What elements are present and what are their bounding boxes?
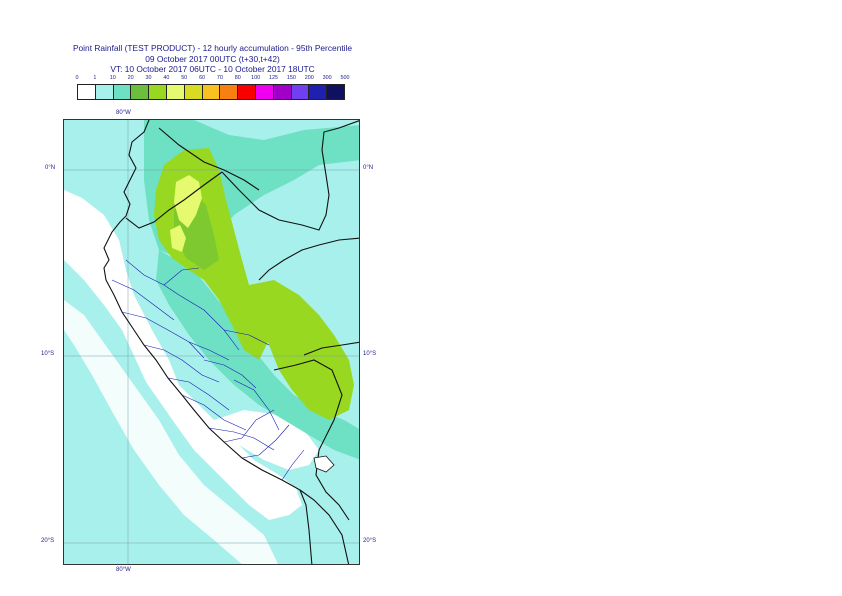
legend-threshold-label: 100 — [251, 75, 261, 81]
lat-label-right-20s: 20°S — [363, 538, 377, 544]
color-legend — [77, 84, 345, 100]
valid-time-label: VT: 10 October 2017 06UTC - 10 October 2… — [110, 64, 315, 74]
legend-swatch — [273, 85, 292, 99]
legend-threshold-label: 60 — [199, 75, 206, 81]
lon-label-top: 80°W — [116, 110, 131, 116]
heavy-rain-amazon — [249, 280, 354, 420]
lat-label-right-0: 0°N — [363, 165, 374, 171]
lat-label-left-20s: 20°S — [41, 538, 55, 544]
legend-swatch — [184, 85, 203, 99]
border-ecuador-colombia — [158, 127, 260, 191]
lat-label-left-10s: 10°S — [41, 351, 55, 357]
legend-swatch — [202, 85, 221, 99]
lat-label-right-10s: 10°S — [363, 351, 377, 357]
admin-borders — [111, 259, 305, 481]
border-peru-bolivia — [273, 359, 350, 521]
legend-swatch — [166, 85, 185, 99]
legend-threshold-label: 1 — [93, 75, 97, 81]
dry-coastal-region — [64, 190, 302, 520]
peak-rain-core-2 — [170, 225, 186, 252]
map-canvas — [64, 120, 359, 564]
border-ecuador-peru — [125, 171, 223, 229]
legend-threshold-label: 50 — [181, 75, 188, 81]
lake-titicaca — [313, 455, 335, 473]
border-peru-chile — [299, 489, 350, 564]
legend-swatch — [220, 85, 239, 99]
dry-ocean-streak — [64, 300, 279, 564]
legend-swatch — [327, 85, 344, 99]
legend-swatch — [291, 85, 310, 99]
legend-threshold-label: 500 — [340, 75, 350, 81]
legend-swatch — [255, 85, 274, 99]
legend-swatch — [78, 85, 96, 99]
legend-threshold-label: 30 — [145, 75, 152, 81]
run-time-label: 09 October 2017 00UTC (t+30,t+42) — [145, 54, 280, 64]
lat-label-left-0: 0°N — [45, 165, 56, 171]
coastline — [103, 120, 313, 564]
border-peru-brazil — [258, 237, 359, 281]
border-colombia-peru — [221, 120, 359, 231]
legend-swatch — [113, 85, 132, 99]
legend-swatch — [95, 85, 114, 99]
legend-threshold-label: 20 — [127, 75, 134, 81]
legend-thresholds: 0 1 10 20 30 40 50 60 70 80 100 125 150 200 300 500 — [0, 75, 842, 85]
legend-swatch — [131, 85, 150, 99]
legend-threshold-label: 200 — [304, 75, 314, 81]
legend-threshold-label: 150 — [286, 75, 296, 81]
legend-swatch — [149, 85, 167, 99]
legend-swatch — [238, 85, 256, 99]
map-title: Point Rainfall (TEST PRODUCT) - 12 hourl… — [72, 43, 353, 53]
rainfall-map[interactable] — [63, 119, 360, 565]
peak-rain-core — [174, 175, 202, 228]
legend-threshold-label: 70 — [216, 75, 223, 81]
border-brazil-bolivia — [303, 341, 359, 356]
legend-threshold-label: 125 — [269, 75, 279, 81]
lon-label-bottom: 80°W — [116, 567, 131, 573]
legend-threshold-label: 40 — [163, 75, 170, 81]
legend-threshold-label: 80 — [234, 75, 241, 81]
legend-threshold-label: 10 — [109, 75, 116, 81]
legend-threshold-label: 0 — [75, 75, 79, 81]
legend-swatch — [309, 85, 328, 99]
legend-threshold-label: 300 — [322, 75, 332, 81]
